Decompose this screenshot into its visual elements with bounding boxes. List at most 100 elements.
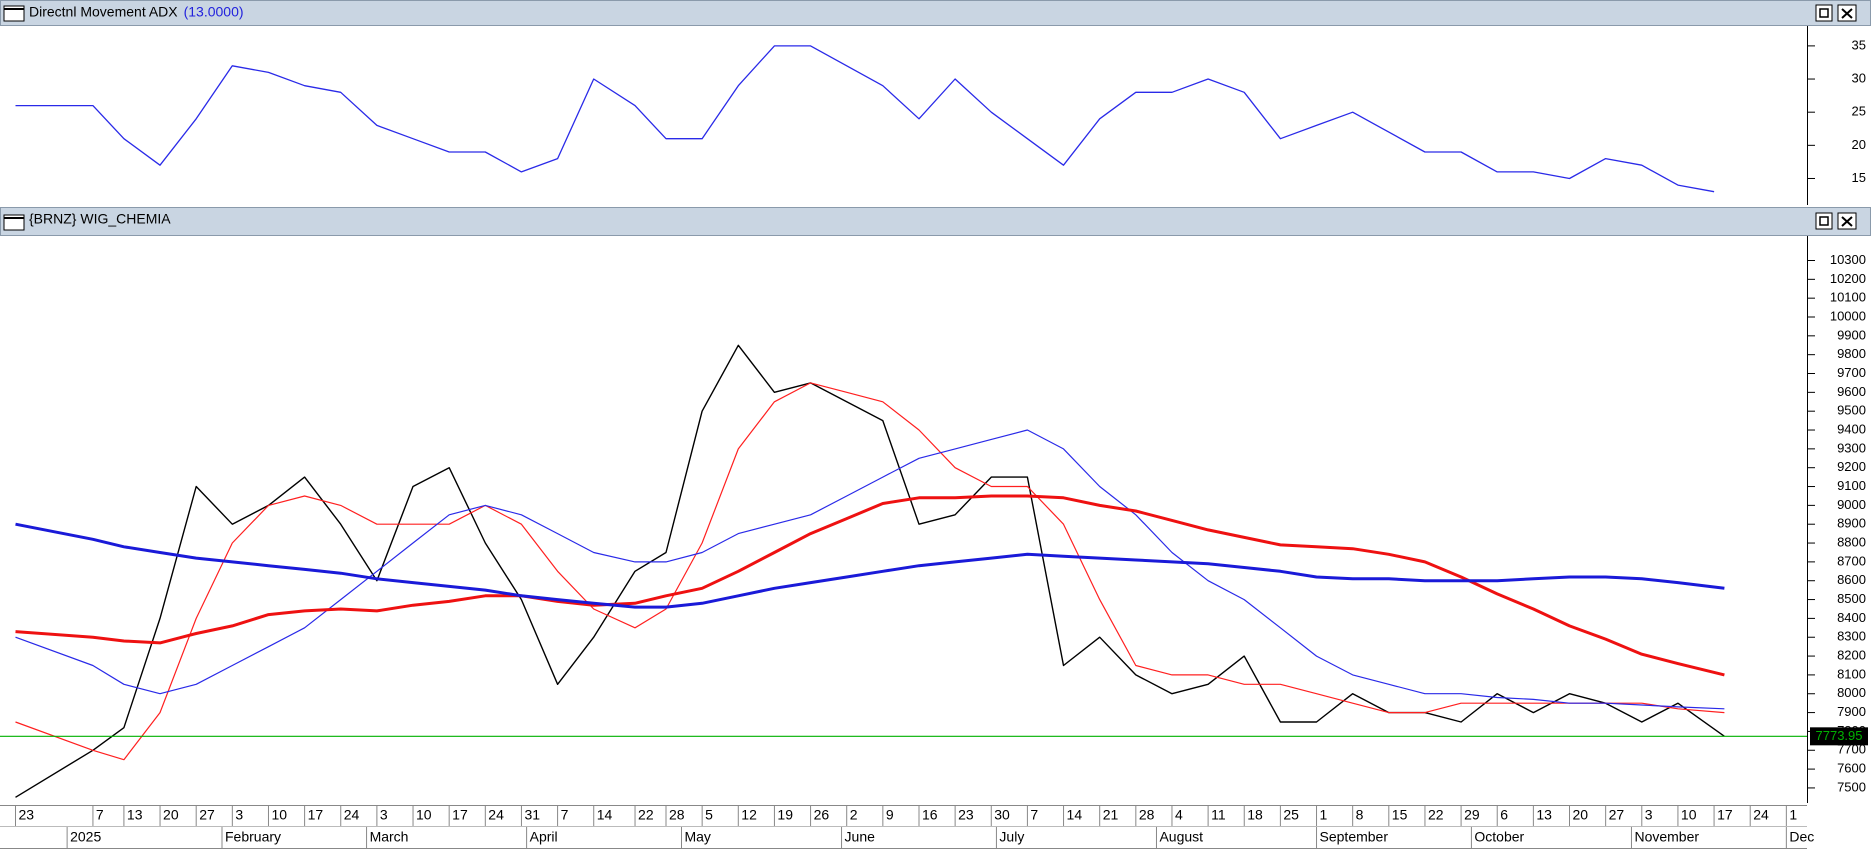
month-label: October <box>1474 829 1524 845</box>
x-tick-label: 25 <box>1283 807 1299 823</box>
x-tick-label: 9 <box>886 807 894 823</box>
y-tick-label: 8100 <box>1837 666 1866 681</box>
month-label: 2025 <box>70 829 101 845</box>
series-line <box>15 344 1725 798</box>
y-tick-label: 35 <box>1852 37 1866 52</box>
x-tick-label: 27 <box>199 807 215 823</box>
y-tick-label: 10300 <box>1830 252 1866 267</box>
x-tick-label: 1 <box>1320 807 1328 823</box>
x-tick-label: 8 <box>1356 807 1364 823</box>
x-tick-label: 14 <box>597 807 613 823</box>
y-tick-label: 8600 <box>1837 572 1866 587</box>
x-tick-label: 1 <box>1789 807 1797 823</box>
y-tick-label: 9800 <box>1837 346 1866 361</box>
maximize-icon <box>1819 8 1829 18</box>
x-tick-label: 10 <box>416 807 432 823</box>
x-tick-label: 19 <box>777 807 793 823</box>
month-label: May <box>684 829 710 845</box>
y-tick-label: 15 <box>1852 170 1866 185</box>
y-tick-label: 8300 <box>1837 629 1866 644</box>
x-tick-label: 21 <box>1103 807 1119 823</box>
panel-title: Directnl Movement ADX <box>29 4 178 20</box>
month-label: November <box>1634 829 1699 845</box>
x-tick-label: 10 <box>271 807 287 823</box>
y-tick-label: 7900 <box>1837 704 1866 719</box>
x-tick-label: 6 <box>1500 807 1508 823</box>
maximize-button[interactable] <box>1815 4 1833 22</box>
x-tick-label: 7 <box>96 807 104 823</box>
y-tick-label: 9600 <box>1837 384 1866 399</box>
panel-title-bar <box>0 0 1871 26</box>
series-line <box>15 494 1725 677</box>
y-tick-label: 9400 <box>1837 421 1866 436</box>
y-tick-label: 30 <box>1852 70 1866 85</box>
x-tick-label: 22 <box>1428 807 1444 823</box>
x-tick-label: 24 <box>1753 807 1769 823</box>
x-tick-label: 23 <box>958 807 974 823</box>
panel-parameter: (13.0000) <box>184 4 244 20</box>
x-tick-label: 13 <box>127 807 143 823</box>
y-tick-label: 8200 <box>1837 648 1866 663</box>
y-tick-label: 8000 <box>1837 685 1866 700</box>
x-tick-label: 24 <box>488 807 504 823</box>
y-tick-label: 9700 <box>1837 365 1866 380</box>
maximize-button[interactable] <box>1815 212 1833 230</box>
panel-title: {BRNZ} WIG_CHEMIA <box>29 211 171 227</box>
x-tick-label: 17 <box>452 807 468 823</box>
x-tick-label: 11 <box>1211 807 1226 823</box>
month-label: August <box>1159 829 1203 845</box>
month-label: April <box>530 829 558 845</box>
x-tick-label: 12 <box>741 807 757 823</box>
y-tick-label: 10000 <box>1830 308 1866 323</box>
month-label: Dec <box>1789 829 1814 845</box>
y-tick-label: 9200 <box>1837 459 1866 474</box>
panel-title-bar <box>0 207 1871 236</box>
y-tick-label: 25 <box>1852 104 1866 119</box>
x-tick-label: 3 <box>380 807 388 823</box>
x-tick-label: 28 <box>1139 807 1155 823</box>
y-tick-label: 20 <box>1852 137 1866 152</box>
y-tick-label: 8900 <box>1837 516 1866 531</box>
x-tick-label: 30 <box>994 807 1010 823</box>
series-line <box>15 522 1725 609</box>
y-tick-label: 8700 <box>1837 553 1866 568</box>
x-tick-label: 15 <box>1392 807 1408 823</box>
x-tick-label: 31 <box>524 807 540 823</box>
series-line <box>15 382 1725 761</box>
y-tick-label: 10100 <box>1830 290 1866 305</box>
x-tick-label: 2 <box>850 807 858 823</box>
x-tick-label: 16 <box>922 807 938 823</box>
x-tick-label: 29 <box>1464 807 1480 823</box>
x-tick-label: 10 <box>1681 807 1697 823</box>
x-tick-label: 7 <box>1030 807 1038 823</box>
x-tick-label: 20 <box>163 807 179 823</box>
x-tick-label: 24 <box>344 807 360 823</box>
close-icon <box>1841 216 1853 227</box>
maximize-icon <box>1819 216 1829 226</box>
x-tick-label: 22 <box>638 807 654 823</box>
y-tick-label: 9000 <box>1837 497 1866 512</box>
month-label: July <box>999 829 1024 845</box>
month-label: September <box>1320 829 1389 845</box>
month-label: June <box>845 829 876 845</box>
x-tick-label: 5 <box>705 807 713 823</box>
x-tick-label: 7 <box>561 807 569 823</box>
month-label: March <box>370 829 409 845</box>
y-tick-label: 9500 <box>1837 403 1866 418</box>
y-tick-label: 8800 <box>1837 534 1866 549</box>
x-tick-label: 28 <box>669 807 685 823</box>
y-tick-label: 7600 <box>1837 761 1866 776</box>
y-tick-label: 9100 <box>1837 478 1866 493</box>
y-tick-label: 8500 <box>1837 591 1866 606</box>
y-tick-label: 7500 <box>1837 779 1866 794</box>
month-label: February <box>225 829 281 845</box>
x-tick-label: 18 <box>1247 807 1263 823</box>
x-tick-label: 4 <box>1175 807 1183 823</box>
x-tick-label: 17 <box>1717 807 1733 823</box>
x-tick-label: 17 <box>308 807 324 823</box>
x-tick-label: 27 <box>1609 807 1625 823</box>
close-icon <box>1841 8 1853 19</box>
x-tick-label: 3 <box>1645 807 1653 823</box>
